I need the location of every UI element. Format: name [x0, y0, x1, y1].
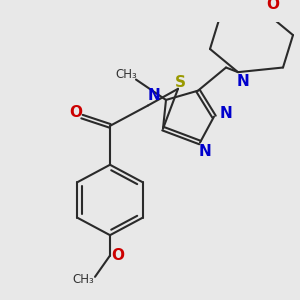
Text: N: N [199, 144, 212, 159]
Text: CH₃: CH₃ [115, 68, 137, 81]
Text: O: O [266, 0, 280, 12]
Text: CH₃: CH₃ [72, 273, 94, 286]
Text: O: O [70, 105, 83, 120]
Text: N: N [237, 74, 249, 89]
Text: S: S [175, 75, 185, 90]
Text: N: N [220, 106, 232, 121]
Text: O: O [112, 248, 124, 263]
Text: N: N [148, 88, 160, 103]
